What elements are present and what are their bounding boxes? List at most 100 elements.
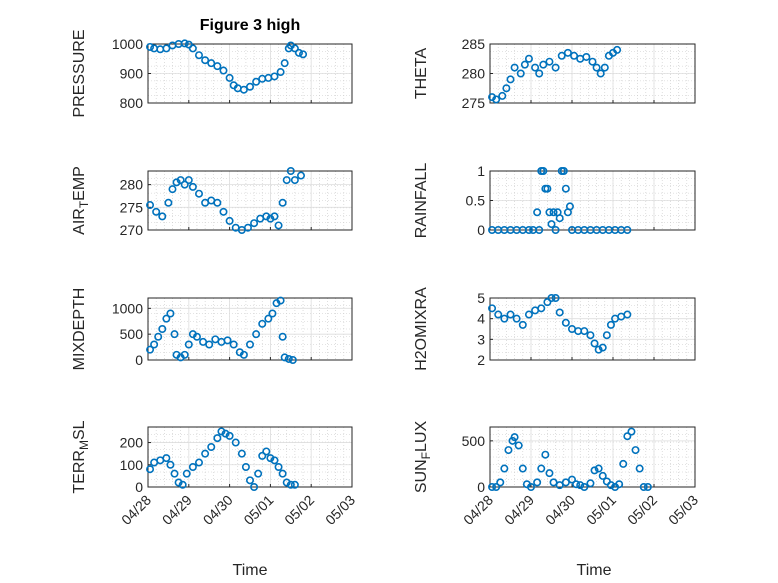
data-point bbox=[531, 63, 540, 72]
data-point bbox=[258, 319, 267, 328]
subplot-7: 0 100 200 04/28 04/29 04/30 05/01 05/02 05/03 TER… bbox=[71, 420, 358, 528]
y-axis-label: AIRTEMP bbox=[71, 166, 91, 235]
data-point bbox=[180, 39, 189, 48]
data-point bbox=[296, 171, 305, 180]
data-point bbox=[537, 304, 546, 313]
y-tick-label: 800 bbox=[120, 95, 144, 111]
data-point bbox=[282, 176, 291, 185]
x-tick-label: 05/01 bbox=[583, 492, 619, 528]
data-point bbox=[195, 51, 204, 60]
data-point bbox=[231, 438, 240, 447]
data-point bbox=[504, 446, 513, 455]
axes-box bbox=[489, 426, 696, 488]
subplot-6: 2 3 4 5 H2OMIXRA bbox=[413, 287, 696, 371]
data-point bbox=[598, 343, 607, 352]
y-tick-label: 200 bbox=[120, 435, 144, 451]
data-point bbox=[539, 167, 548, 176]
data-point bbox=[570, 51, 579, 60]
data-point bbox=[606, 481, 615, 490]
data-point bbox=[299, 50, 308, 59]
data-point bbox=[543, 184, 552, 193]
y-tick-label: 1 bbox=[477, 163, 485, 179]
data-point bbox=[547, 220, 556, 229]
data-point bbox=[225, 73, 234, 82]
data-point bbox=[184, 340, 193, 349]
data-point bbox=[533, 478, 542, 487]
data-point bbox=[635, 464, 644, 473]
figure-title: Figure 3 high bbox=[200, 17, 300, 34]
data-point bbox=[545, 208, 554, 217]
y-tick-label: 275 bbox=[462, 95, 486, 111]
data-point bbox=[170, 330, 179, 339]
y-axis-label: THETA bbox=[413, 48, 430, 100]
data-point bbox=[510, 63, 519, 72]
y-tick-label: 270 bbox=[120, 222, 144, 238]
data-point bbox=[555, 308, 564, 317]
data-point bbox=[180, 180, 189, 189]
data-point bbox=[254, 469, 263, 478]
data-point bbox=[539, 60, 548, 69]
data-point bbox=[563, 48, 572, 57]
data-point bbox=[276, 68, 285, 77]
data-point bbox=[506, 310, 515, 319]
data-point bbox=[201, 56, 210, 65]
data-point bbox=[246, 340, 255, 349]
data-point bbox=[162, 314, 171, 323]
axes-box bbox=[147, 297, 353, 361]
data-point bbox=[150, 340, 159, 349]
data-point bbox=[229, 340, 238, 349]
data-point bbox=[237, 449, 246, 458]
data-point bbox=[596, 69, 605, 78]
y-axis-label: H2OMIXRA bbox=[413, 287, 430, 371]
data-point bbox=[551, 293, 560, 302]
data-point bbox=[547, 293, 556, 302]
data-point bbox=[201, 449, 210, 458]
subplot-5: 0 500 1000 MIXDEPTH bbox=[71, 288, 353, 370]
data-point bbox=[252, 330, 261, 339]
data-point bbox=[512, 314, 521, 323]
data-point bbox=[294, 48, 303, 57]
subplot-4: 0 0.5 1 RAINFALL bbox=[413, 163, 696, 238]
data-point bbox=[274, 221, 283, 230]
data-point bbox=[623, 310, 632, 319]
data-point bbox=[188, 462, 197, 471]
data-point bbox=[555, 214, 564, 223]
data-point bbox=[588, 57, 597, 66]
data-point bbox=[551, 226, 560, 235]
x-axis-label-right: Time bbox=[577, 562, 612, 579]
data-point bbox=[586, 331, 595, 340]
data-point bbox=[590, 339, 599, 348]
data-point bbox=[270, 456, 279, 465]
data-point bbox=[498, 91, 507, 100]
data-point bbox=[623, 432, 632, 441]
data-point bbox=[524, 54, 533, 63]
data-point bbox=[262, 212, 271, 221]
data-point bbox=[278, 198, 287, 207]
data-point bbox=[492, 482, 501, 491]
data-point bbox=[213, 198, 222, 207]
data-point bbox=[627, 427, 636, 436]
data-point bbox=[213, 62, 222, 71]
data-point bbox=[594, 345, 603, 354]
data-point bbox=[146, 345, 155, 354]
data-point bbox=[514, 441, 523, 450]
y-tick-label: 275 bbox=[120, 199, 144, 215]
x-tick-label: 04/30 bbox=[200, 492, 236, 528]
data-point bbox=[188, 44, 197, 53]
data-point bbox=[496, 478, 505, 487]
data-point bbox=[643, 482, 652, 491]
data-point bbox=[286, 480, 295, 489]
y-tick-label: 4 bbox=[477, 311, 485, 327]
data-point bbox=[172, 178, 181, 187]
data-point bbox=[225, 431, 234, 440]
data-point bbox=[278, 332, 287, 341]
data-point bbox=[494, 310, 503, 319]
axes-box bbox=[489, 297, 696, 361]
data-point bbox=[152, 207, 161, 216]
data-point bbox=[488, 304, 497, 313]
y-tick-label: 900 bbox=[120, 66, 144, 82]
data-point bbox=[545, 469, 554, 478]
data-point bbox=[188, 182, 197, 191]
